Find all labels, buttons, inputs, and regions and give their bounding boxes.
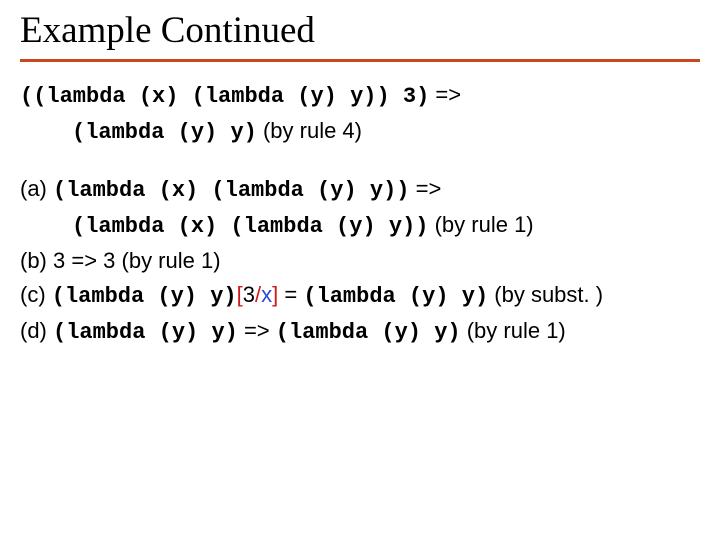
code-lambda: lambda	[65, 284, 144, 309]
rule-note: (by rule 4)	[257, 118, 362, 143]
code-text: ) (	[204, 214, 244, 239]
code-text: (	[145, 178, 171, 203]
code-x: x	[172, 178, 185, 203]
eq: =	[278, 282, 303, 307]
slide-body: ((lambda (x) (lambda (y) y)) 3) => (lamb…	[20, 78, 700, 351]
code-text: )	[408, 320, 434, 345]
code-y: y	[349, 214, 362, 239]
code-open: (	[53, 178, 66, 203]
code-lambda: lambda	[85, 120, 164, 145]
code-text: )	[435, 284, 461, 309]
code-lambda: lambda	[66, 178, 145, 203]
code-text: )	[362, 214, 388, 239]
label-c: (c)	[20, 282, 52, 307]
title-underline	[20, 59, 700, 62]
code-text: )	[204, 120, 230, 145]
subst-three: 3	[243, 282, 255, 307]
code-text: (	[164, 120, 190, 145]
slide: Example Continued ((lambda (x) (lambda (…	[0, 0, 720, 540]
code-lambda: lambda	[85, 214, 164, 239]
code-text: (	[368, 320, 394, 345]
line-a2: (lambda (x) (lambda (y) y)) (by rule 1)	[20, 208, 700, 244]
code-open2: ((	[20, 84, 46, 109]
code-y: y	[211, 320, 224, 345]
code-text: )	[185, 320, 211, 345]
code-y: y	[210, 284, 223, 309]
code-close: )	[244, 120, 257, 145]
code-text: (	[126, 84, 152, 109]
code-close: )	[225, 320, 238, 345]
code-x: x	[191, 214, 204, 239]
code-text: (	[304, 178, 330, 203]
line-d: (d) (lambda (y) y) => (lambda (y) y) (by…	[20, 314, 700, 350]
code-lambda: lambda	[225, 178, 304, 203]
code-text: )	[343, 178, 369, 203]
code-y: y	[330, 178, 343, 203]
code-lambda: lambda	[317, 284, 396, 309]
code-y: y	[422, 284, 435, 309]
line-a: (a) (lambda (x) (lambda (y) y)) =>	[20, 172, 700, 208]
code-lambda: lambda	[289, 320, 368, 345]
code-open: (	[276, 320, 289, 345]
code-text: ) (	[165, 84, 205, 109]
code-open: (	[52, 284, 65, 309]
code-text: (	[145, 320, 171, 345]
code-y: y	[310, 84, 323, 109]
three-arrow-three: 3 => 3	[53, 248, 115, 273]
subst-x: x	[261, 282, 272, 307]
code-close: )	[475, 284, 488, 309]
code-y: y	[230, 120, 243, 145]
code-y: y	[395, 320, 408, 345]
code-text: (	[164, 214, 190, 239]
code-three: 3	[403, 84, 416, 109]
code-close: )	[447, 320, 460, 345]
code-lambda: lambda	[205, 84, 284, 109]
spacer	[20, 150, 700, 172]
code-open: (	[72, 120, 85, 145]
line-b: (b) 3 => 3 (by rule 1)	[20, 244, 700, 278]
arrow: =>	[409, 176, 441, 201]
code-text: (	[144, 284, 170, 309]
code-text: ) (	[185, 178, 225, 203]
code-close: )	[223, 284, 236, 309]
arrow: =>	[238, 318, 276, 343]
code-close2: ))	[402, 214, 428, 239]
code-text: (	[284, 84, 310, 109]
code-close2: ))	[383, 178, 409, 203]
code-open: (	[72, 214, 85, 239]
code-text: (	[396, 284, 422, 309]
code-x: x	[152, 84, 165, 109]
code-y: y	[191, 120, 204, 145]
arrow: =>	[429, 82, 461, 107]
code-open: (	[303, 284, 316, 309]
code-y: y	[350, 84, 363, 109]
line-1: ((lambda (x) (lambda (y) y)) 3) =>	[20, 78, 700, 114]
code-open: (	[53, 320, 66, 345]
line-2: (lambda (y) y) (by rule 4)	[20, 114, 700, 150]
code-y: y	[172, 320, 185, 345]
label-b: (b)	[20, 248, 53, 273]
code-y: y	[434, 320, 447, 345]
line-c: (c) (lambda (y) y)[3/x] = (lambda (y) y)…	[20, 278, 700, 314]
code-text: ))	[363, 84, 403, 109]
code-y: y	[171, 284, 184, 309]
code-y: y	[370, 178, 383, 203]
code-text: (	[323, 214, 349, 239]
code-text: )	[324, 84, 350, 109]
rule-note: (by rule 1)	[428, 212, 533, 237]
code-lambda: lambda	[244, 214, 323, 239]
code-y: y	[389, 214, 402, 239]
rule-note: (by rule 1)	[461, 318, 566, 343]
label-a: (a)	[20, 176, 53, 201]
rule-note: (by rule 1)	[115, 248, 220, 273]
code-lambda: lambda	[66, 320, 145, 345]
rule-note: (by subst. )	[488, 282, 603, 307]
code-close: )	[416, 84, 429, 109]
slide-title: Example Continued	[20, 10, 700, 53]
code-y: y	[462, 284, 475, 309]
code-text: )	[184, 284, 210, 309]
label-d: (d)	[20, 318, 53, 343]
code-lambda: lambda	[46, 84, 125, 109]
